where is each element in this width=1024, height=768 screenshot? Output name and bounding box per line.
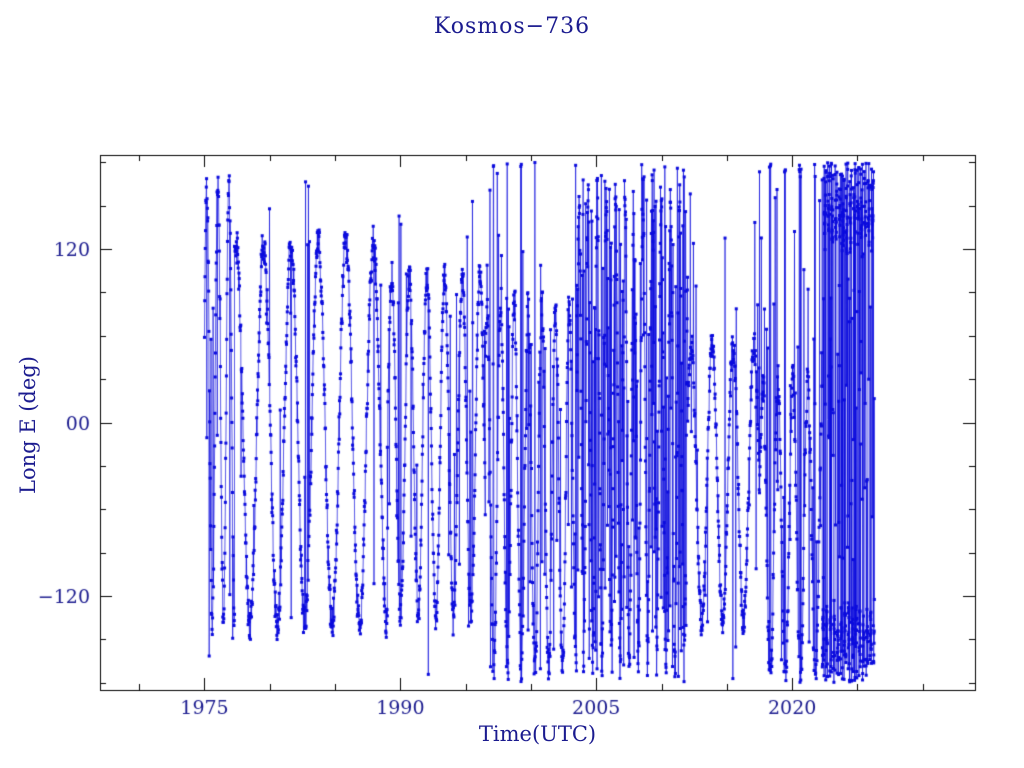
x-axis-label: Time(UTC) [478,722,597,746]
chart-title: Kosmos−736 [433,14,591,39]
y-axis-label: Long E (deg) [16,356,40,494]
